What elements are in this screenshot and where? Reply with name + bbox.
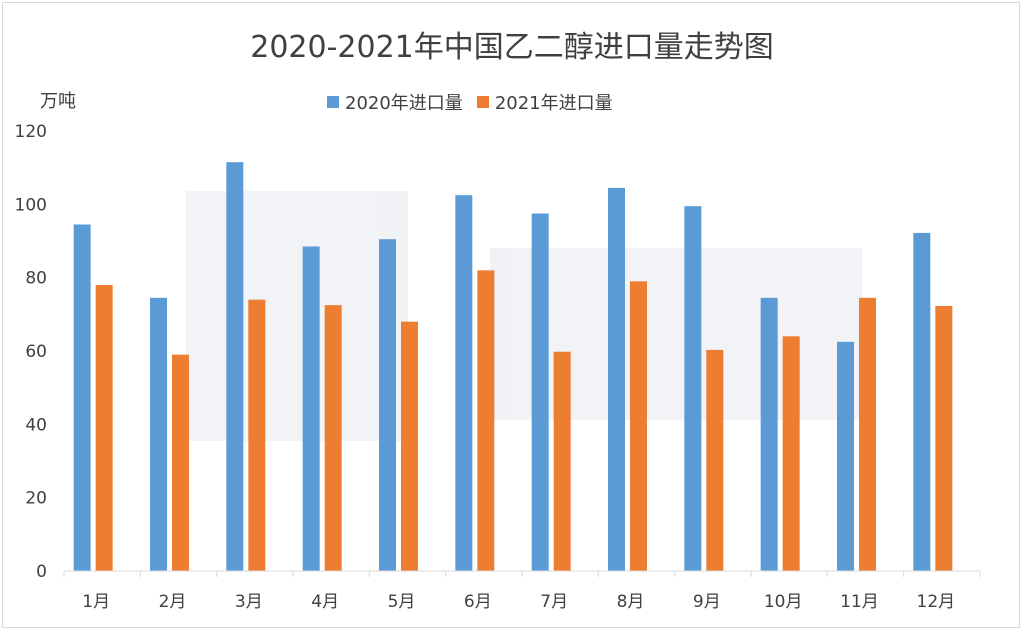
bar-2021-2 <box>172 354 189 571</box>
bar-2020-4 <box>302 246 320 571</box>
x-tick-label: 12月 <box>917 592 956 612</box>
legend-swatch-2020 <box>327 96 339 108</box>
x-tick-label: 3月 <box>235 592 263 612</box>
x-tick-label: 1月 <box>82 592 110 612</box>
x-tick-label: 4月 <box>311 592 339 612</box>
legend-label-2020: 2020年进口量 <box>345 93 463 114</box>
x-tick-label: 9月 <box>693 592 721 612</box>
x-tick-label: 2月 <box>159 592 187 612</box>
bar-2021-3 <box>248 299 266 571</box>
legend: 2020年进口量 2021年进口量 <box>327 89 627 115</box>
y-tick-label: 120 <box>15 122 47 142</box>
x-tick-label: 10月 <box>764 592 803 612</box>
bar-2021-11 <box>859 297 876 571</box>
bar-2020-2 <box>150 297 167 571</box>
y-tick-label: 100 <box>15 195 47 215</box>
x-tick-label: 11月 <box>840 592 879 612</box>
bar-2020-12 <box>913 232 931 571</box>
legend-item-2020: 2020年进口量 <box>327 89 463 115</box>
x-tick-label: 5月 <box>388 592 416 612</box>
bar-2020-6 <box>455 195 473 571</box>
bar-2021-6 <box>477 270 495 571</box>
bar-2021-4 <box>324 305 342 571</box>
y-tick-label: 60 <box>25 342 47 362</box>
y-tick-label: 0 <box>36 562 47 582</box>
bar-2020-9 <box>684 206 702 571</box>
x-tick-label: 7月 <box>540 592 568 612</box>
bar-2020-10 <box>760 297 778 571</box>
y-axis-unit-label: 万吨 <box>40 91 76 112</box>
bar-2021-12 <box>935 305 953 571</box>
chart-title: 2020-2021年中国乙二醇进口量走势图 <box>250 30 774 65</box>
bar-2021-1 <box>95 285 113 571</box>
y-tick-label: 40 <box>25 415 47 435</box>
bar-2021-5 <box>401 321 418 571</box>
bar-2020-1 <box>73 224 91 571</box>
legend-swatch-2021 <box>476 96 489 108</box>
bar-2021-9 <box>706 349 724 571</box>
y-tick-label: 80 <box>25 269 47 289</box>
bar-2020-8 <box>608 187 625 572</box>
bar-2020-3 <box>226 162 244 571</box>
watermark-block-left <box>186 191 408 441</box>
y-tick-label: 20 <box>25 489 47 509</box>
watermark-block-right <box>490 248 862 420</box>
bar-2021-7 <box>553 351 571 571</box>
bar-2020-7 <box>531 213 549 571</box>
x-tick-label: 8月 <box>617 592 645 612</box>
bar-2020-11 <box>837 341 854 571</box>
x-tick-label: 6月 <box>464 592 492 612</box>
legend-label-2021: 2021年进口量 <box>494 93 613 114</box>
bar-2020-5 <box>379 239 396 571</box>
bar-2021-10 <box>782 336 800 571</box>
watermark <box>186 191 862 441</box>
legend-item-2021: 2021年进口量 <box>476 89 613 115</box>
bar-2021-8 <box>630 281 647 571</box>
